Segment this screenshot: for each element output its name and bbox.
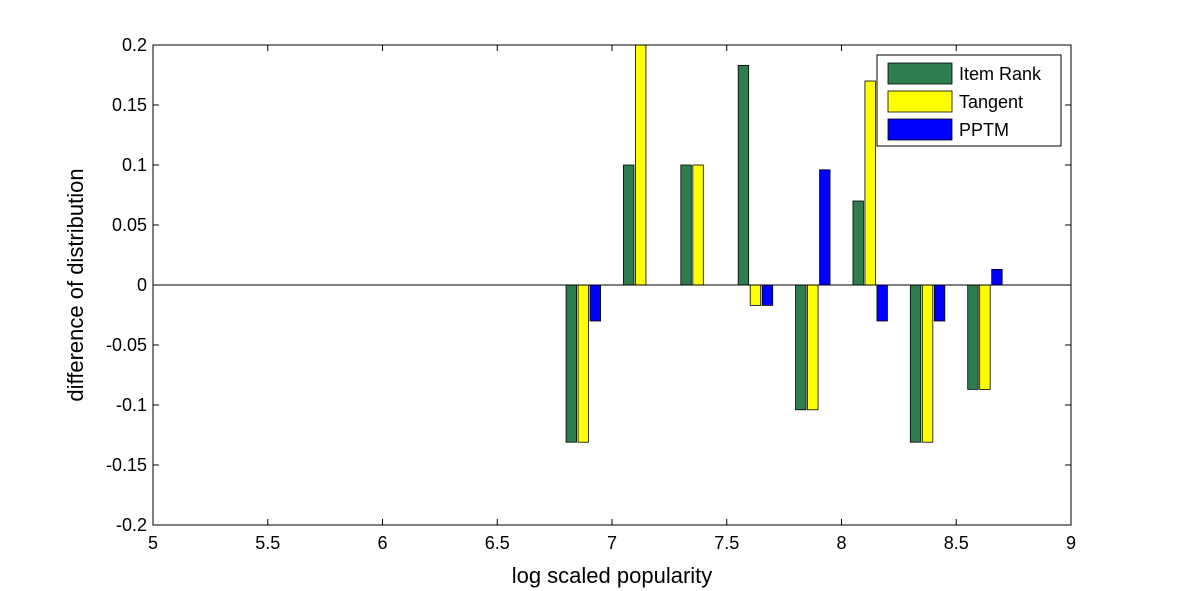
x-tick-label: 6 xyxy=(377,533,387,553)
bar-item-rank-3 xyxy=(737,65,750,286)
bar-tangent-0 xyxy=(577,284,589,443)
x-tick-label: 6.5 xyxy=(485,533,510,553)
bar-item-rank-1 xyxy=(623,164,635,286)
bar-pptm-7 xyxy=(991,268,1003,286)
bar-pptm-5 xyxy=(876,284,888,322)
x-tick-label: 7.5 xyxy=(714,533,739,553)
bar-item-rank-0 xyxy=(565,284,577,443)
bar-tangent-7 xyxy=(979,284,991,390)
y-tick-label: 0.05 xyxy=(112,215,147,235)
legend-swatch-pptm xyxy=(887,118,953,141)
bar-tangent-3 xyxy=(749,284,762,306)
ticks-group: 5 5.5 6 6.5 7 7.5 8 8.5 9 -0.2 -0.15 -0.1 -0.05 0 0.05… xyxy=(106,35,1076,553)
y-tick-label: -0.2 xyxy=(116,515,147,535)
bar-tangent-1 xyxy=(635,44,647,286)
bar-item-rank-2 xyxy=(680,164,692,286)
x-tick-label: 5 xyxy=(148,533,158,553)
y-tick-label: 0.2 xyxy=(122,35,147,55)
bar-tangent-5 xyxy=(864,80,876,286)
legend-swatch-tangent xyxy=(887,90,953,113)
x-tick-label: 9 xyxy=(1066,533,1076,553)
y-tick-label: -0.15 xyxy=(106,455,147,475)
bar-pptm-6 xyxy=(933,284,946,322)
x-tick-label: 8 xyxy=(836,533,846,553)
y-tick-label: -0.05 xyxy=(106,335,147,355)
bar-item-rank-7 xyxy=(967,284,979,390)
x-tick-label: 7 xyxy=(607,533,617,553)
legend-label-pptm: PPTM xyxy=(959,120,1009,140)
bar-pptm-0 xyxy=(589,284,601,322)
legend-label-tangent: Tangent xyxy=(959,92,1023,112)
bars-group xyxy=(565,44,1003,443)
x-axis-label: log scaled popularity xyxy=(512,563,713,588)
bar-pptm-4 xyxy=(819,169,831,286)
y-tick-label: 0.1 xyxy=(122,155,147,175)
legend: Item Rank Tangent PPTM xyxy=(876,54,1062,147)
legend-swatch-item-rank xyxy=(887,62,953,85)
x-tick-label: 8.5 xyxy=(944,533,969,553)
y-tick-label: -0.1 xyxy=(116,395,147,415)
x-tick-label: 5.5 xyxy=(255,533,280,553)
bar-tangent-2 xyxy=(692,164,704,286)
bar-pptm-3 xyxy=(761,284,774,306)
y-tick-label: 0 xyxy=(137,275,147,295)
bar-tangent-4 xyxy=(807,284,819,411)
y-tick-label: 0.15 xyxy=(112,95,147,115)
legend-label-item-rank: Item Rank xyxy=(959,64,1042,84)
bar-item-rank-6 xyxy=(909,284,922,443)
bar-item-rank-4 xyxy=(795,284,807,411)
y-axis-label: difference of distribution xyxy=(63,168,88,401)
bar-tangent-6 xyxy=(921,284,934,443)
bar-item-rank-5 xyxy=(852,200,864,286)
